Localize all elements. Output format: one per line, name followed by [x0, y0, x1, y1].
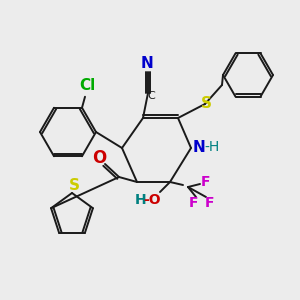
Text: F: F: [188, 196, 198, 210]
Text: F: F: [201, 175, 211, 189]
Text: S: S: [200, 97, 211, 112]
Text: -O: -O: [143, 193, 161, 207]
Text: C: C: [147, 91, 155, 101]
Text: F: F: [205, 196, 215, 210]
Text: S: S: [68, 178, 80, 194]
Text: -H: -H: [204, 140, 219, 154]
Text: H: H: [135, 193, 147, 207]
Text: Cl: Cl: [79, 78, 95, 93]
Text: N: N: [193, 140, 206, 154]
Text: O: O: [92, 149, 106, 167]
Text: N: N: [141, 56, 153, 71]
